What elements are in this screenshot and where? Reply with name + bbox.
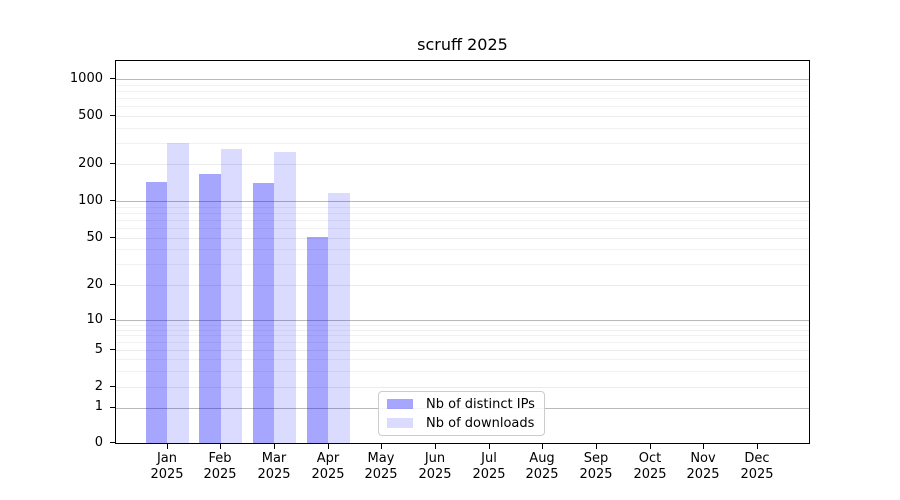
x-tick-mark xyxy=(220,444,221,449)
gridline xyxy=(116,249,809,250)
y-tick-mark xyxy=(110,284,115,285)
x-tick-mark xyxy=(435,444,436,449)
gridline xyxy=(116,164,809,165)
x-tick-mark xyxy=(757,444,758,449)
bar-ips-feb xyxy=(199,173,221,443)
gridline xyxy=(116,359,809,360)
legend-item-downloads: Nb of downloads xyxy=(387,416,536,431)
y-tick-label: 10 xyxy=(86,312,103,327)
x-tick-label-nov: Nov 2025 xyxy=(686,451,720,482)
gridline xyxy=(116,285,809,286)
y-tick-label: 50 xyxy=(86,230,103,245)
y-tick-mark xyxy=(110,386,115,387)
bar-downloads-jan xyxy=(167,142,189,443)
gridline xyxy=(116,220,809,221)
x-tick-label-oct: Oct 2025 xyxy=(633,451,667,482)
gridline xyxy=(116,106,809,107)
gridline xyxy=(116,116,809,117)
y-tick-label: 1000 xyxy=(69,71,103,86)
gridline xyxy=(116,330,809,331)
x-tick-mark xyxy=(542,444,543,449)
x-tick-mark xyxy=(489,444,490,449)
gridline xyxy=(116,264,809,265)
y-tick-mark xyxy=(110,319,115,320)
legend-label-downloads: Nb of downloads xyxy=(426,415,535,431)
x-tick-label-jun: Jun 2025 xyxy=(418,451,452,482)
y-tick-label: 200 xyxy=(78,156,103,171)
x-tick-label-sep: Sep 2025 xyxy=(579,451,613,482)
x-tick-label-jul: Jul 2025 xyxy=(472,451,506,482)
gridline xyxy=(116,213,809,214)
gridline xyxy=(116,85,809,86)
x-tick-mark xyxy=(650,444,651,449)
gridline xyxy=(116,387,809,388)
x-tick-mark xyxy=(381,444,382,449)
gridline xyxy=(116,325,809,326)
gridline xyxy=(116,335,809,336)
x-tick-label-apr: Apr 2025 xyxy=(311,451,345,482)
y-tick-mark xyxy=(110,200,115,201)
gridline xyxy=(116,238,809,239)
gridline xyxy=(116,320,809,321)
y-tick-label: 2 xyxy=(94,379,103,394)
y-tick-label: 5 xyxy=(94,342,103,357)
x-tick-label-aug: Aug 2025 xyxy=(525,451,559,482)
gridline xyxy=(116,128,809,129)
y-tick-mark xyxy=(110,407,115,408)
gridline xyxy=(116,143,809,144)
gridline xyxy=(116,98,809,99)
x-tick-label-may: May 2025 xyxy=(364,451,398,482)
legend-swatch-distinct-ips xyxy=(387,399,413,409)
legend-label-distinct-ips: Nb of distinct IPs xyxy=(426,396,535,412)
y-tick-mark xyxy=(110,115,115,116)
x-tick-mark xyxy=(328,444,329,449)
gridline xyxy=(116,371,809,372)
x-tick-mark xyxy=(703,444,704,449)
bar-downloads-apr xyxy=(328,193,350,443)
chart-title: scruff 2025 xyxy=(417,35,508,54)
x-tick-label-feb: Feb 2025 xyxy=(203,451,237,482)
gridline xyxy=(116,350,809,351)
y-tick-mark xyxy=(110,349,115,350)
bar-ips-apr xyxy=(306,236,329,443)
gridline xyxy=(116,201,809,202)
legend-swatch-downloads xyxy=(387,418,413,428)
x-tick-mark xyxy=(167,444,168,449)
gridline xyxy=(116,79,809,80)
x-tick-label-dec: Dec 2025 xyxy=(740,451,774,482)
y-tick-label: 0 xyxy=(94,435,103,450)
y-tick-mark xyxy=(110,442,115,443)
legend-item-distinct-ips: Nb of distinct IPs xyxy=(387,397,536,412)
y-tick-mark xyxy=(110,78,115,79)
y-tick-label: 500 xyxy=(78,108,103,123)
gridline xyxy=(116,91,809,92)
x-tick-label-jan: Jan 2025 xyxy=(150,451,184,482)
bar-downloads-mar xyxy=(274,151,296,443)
legend: Nb of distinct IPs Nb of downloads xyxy=(378,391,545,436)
x-tick-label-mar: Mar 2025 xyxy=(257,451,291,482)
bar-ips-jan xyxy=(145,181,168,443)
bar-ips-mar xyxy=(252,182,275,443)
gridline xyxy=(116,228,809,229)
gridline xyxy=(116,207,809,208)
y-tick-mark xyxy=(110,163,115,164)
y-tick-label: 100 xyxy=(78,193,103,208)
y-tick-label: 1 xyxy=(94,399,103,414)
bar-downloads-feb xyxy=(220,148,243,443)
x-tick-mark xyxy=(274,444,275,449)
plot-area xyxy=(115,60,810,444)
y-tick-label: 20 xyxy=(86,277,103,292)
x-tick-mark xyxy=(596,444,597,449)
gridline xyxy=(116,342,809,343)
y-tick-mark xyxy=(110,237,115,238)
